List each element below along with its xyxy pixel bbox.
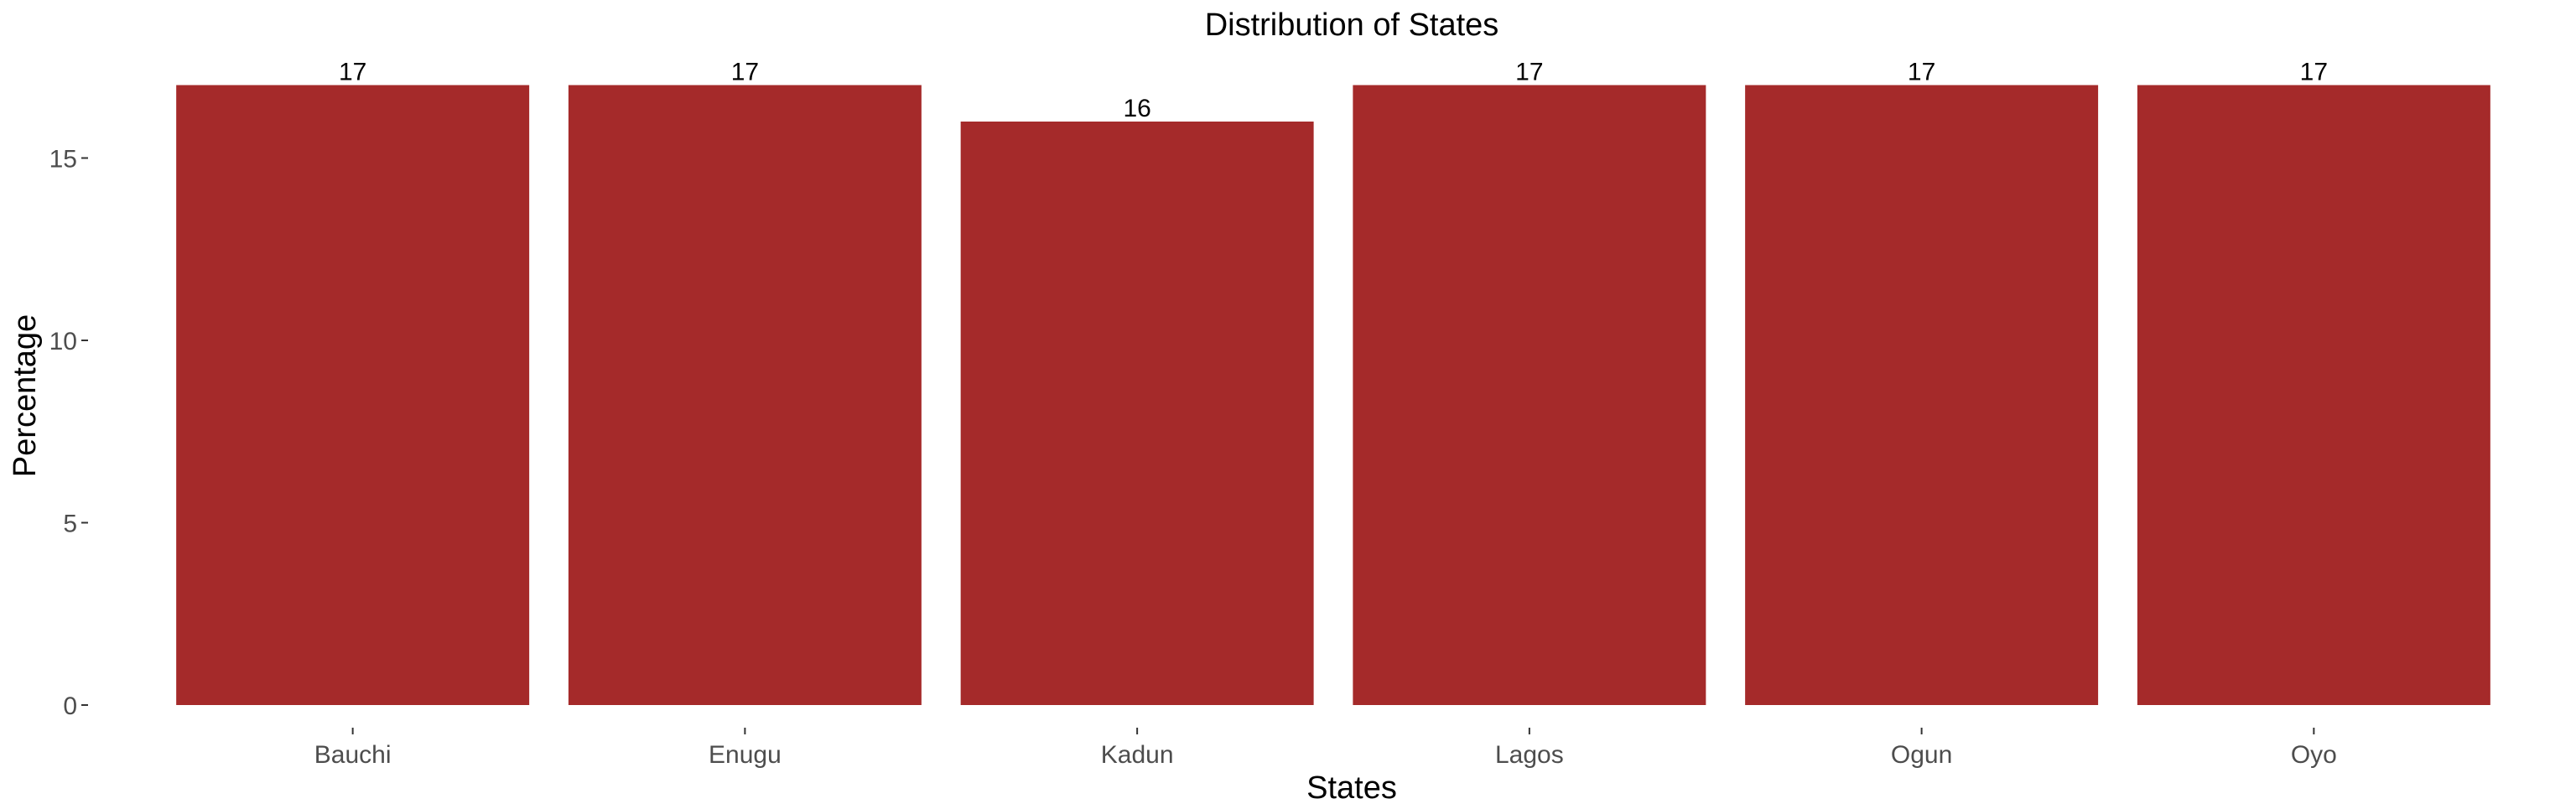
bar-kadun (960, 122, 1314, 705)
bar-enugu (568, 85, 922, 705)
y-tick-label: 10 (49, 328, 77, 355)
y-tick-label: 15 (49, 146, 77, 174)
bar-labels-group: 17 17 16 17 17 17 (339, 59, 2328, 123)
x-axis: Bauchi Enugu Kadun Lagos Ogun Oyo (314, 728, 2337, 769)
x-tick-label: Enugu (709, 741, 782, 769)
bars-group (176, 85, 2490, 705)
y-axis: 0 5 10 15 (49, 146, 88, 720)
bar-value-label: 17 (339, 59, 366, 86)
x-tick-label: Bauchi (314, 741, 392, 769)
bar-oyo (2137, 85, 2490, 705)
y-tick-label: 5 (63, 511, 77, 538)
bar-lagos (1353, 85, 1706, 705)
x-tick-label: Oyo (2291, 741, 2337, 769)
bar-value-label: 17 (1908, 59, 1935, 86)
bar-value-label: 16 (1123, 95, 1150, 122)
x-tick-label: Ogun (1891, 741, 1952, 769)
bar-ogun (1745, 85, 2099, 705)
x-axis-title: States (1306, 770, 1397, 805)
y-tick-label: 0 (63, 692, 77, 720)
x-tick-label: Kadun (1101, 741, 1174, 769)
bar-value-label: 17 (2300, 59, 2328, 86)
bar-value-label: 17 (1515, 59, 1543, 86)
bar-value-label: 17 (731, 59, 759, 86)
y-axis-title: Percentage (8, 314, 43, 477)
bar-bauchi (176, 85, 530, 705)
chart-title: Distribution of States (1205, 8, 1499, 43)
x-tick-label: Lagos (1495, 741, 1564, 769)
